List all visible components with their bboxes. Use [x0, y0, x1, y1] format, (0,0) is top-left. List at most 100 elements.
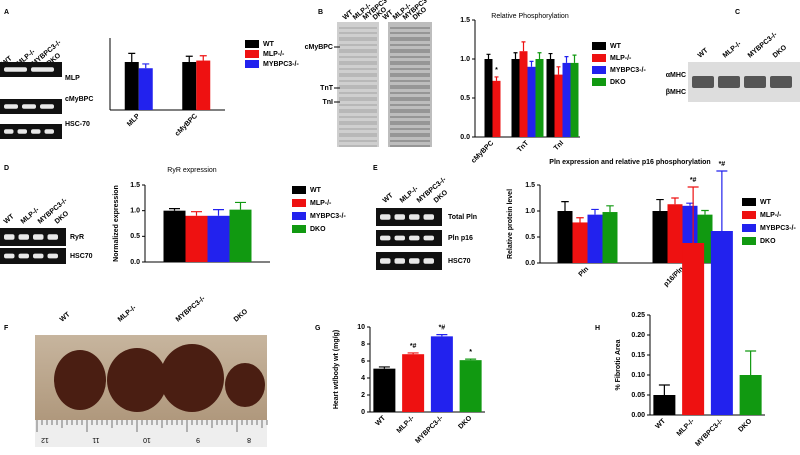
bar: [484, 59, 493, 137]
band-label: HSC70: [448, 258, 471, 265]
band: [18, 253, 29, 259]
bar: [710, 231, 733, 415]
band: [380, 235, 391, 241]
error-bar: [169, 208, 180, 211]
panel-letter: A: [4, 9, 9, 16]
band: [47, 234, 58, 240]
chart-title: Pln expression and relative p16 phosphor…: [549, 159, 710, 166]
error-bar: [548, 52, 553, 59]
bar: [511, 59, 520, 137]
panel-letter: D: [4, 165, 9, 172]
ruler-label: 8: [247, 436, 251, 443]
error-bar: [537, 52, 542, 59]
band: [394, 235, 405, 241]
band: [31, 67, 54, 72]
x-tick-label: MLP-/-: [676, 417, 697, 438]
y-tick-label: 1.0: [460, 56, 470, 63]
legend-label: WT: [310, 187, 322, 194]
legend-swatch: [245, 60, 259, 68]
legend-swatch: [292, 199, 306, 207]
legend-label: WT: [760, 199, 772, 206]
legend-label: MLP-/-: [263, 51, 285, 58]
y-tick-label: 0.5: [130, 233, 140, 240]
band: [394, 258, 405, 264]
legend-swatch: [592, 66, 606, 74]
error-bar: [591, 208, 599, 215]
legend-swatch: [742, 237, 756, 245]
band: [692, 76, 714, 88]
y-tick-label: 4: [361, 375, 365, 382]
band: [4, 104, 18, 109]
error-bar: [128, 52, 136, 62]
band-label: Total Pln: [448, 214, 477, 221]
bar: [572, 222, 588, 263]
bar: [196, 60, 211, 110]
y-tick-label: 1.5: [460, 17, 470, 24]
legend-swatch: [245, 50, 259, 58]
legend-label: WT: [610, 43, 622, 50]
x-tick-label: cMyBPC: [174, 113, 199, 138]
y-tick-label: 6: [361, 358, 365, 365]
x-tick-label: DKO: [737, 417, 753, 433]
legend-label: MLP-/-: [760, 212, 782, 219]
error-bar: [716, 170, 728, 231]
bar: [562, 62, 571, 137]
lane-label: WT: [382, 192, 395, 205]
band-label: HSC-70: [65, 121, 90, 128]
legend-label: DKO: [760, 238, 776, 245]
y-tick-label: 0.20: [631, 332, 645, 339]
band: [33, 253, 44, 259]
error-bar: [687, 186, 699, 243]
panel-letter: B: [318, 9, 323, 16]
heart: [160, 344, 224, 412]
legend-label: MYBPC3-/-: [610, 67, 646, 74]
annotation: *#: [690, 177, 697, 184]
ruler-label: 11: [92, 436, 99, 443]
error-bar: [576, 217, 584, 223]
band: [409, 235, 420, 241]
error-bar: [213, 209, 224, 216]
panel-letter: H: [595, 325, 600, 332]
band: [47, 253, 58, 259]
band: [44, 129, 54, 134]
band: [22, 104, 36, 109]
bar: [739, 375, 762, 415]
legend-label: MYBPC3-/-: [760, 225, 796, 232]
band-label: Pln p16: [448, 235, 473, 242]
error-bar: [494, 76, 499, 81]
bar: [682, 243, 705, 415]
error-bar: [606, 205, 614, 213]
y-tick-label: 2: [361, 392, 365, 399]
band: [17, 129, 27, 134]
y-tick-label: 1.5: [130, 182, 140, 189]
lane-label: DKO: [233, 308, 250, 324]
y-tick-label: 0.5: [525, 234, 535, 241]
error-bar: [572, 54, 577, 63]
error-bar: [199, 55, 207, 61]
band: [380, 258, 391, 264]
bar: [587, 214, 603, 263]
band: [744, 76, 766, 88]
x-tick-label: MYBPC3-/-: [414, 414, 445, 445]
annotation: *#: [439, 325, 446, 332]
y-tick-label: 0: [361, 409, 365, 416]
band: [423, 258, 434, 264]
error-bar: [465, 358, 477, 361]
error-bar: [529, 60, 534, 67]
y-tick-label: 1.0: [525, 208, 535, 215]
bar: [554, 74, 563, 137]
bar: [492, 80, 501, 137]
x-tick-label: MLP: [126, 113, 142, 129]
bar: [570, 62, 579, 137]
band: [409, 214, 420, 220]
panel-letter: F: [4, 325, 9, 332]
y-tick-label: 8: [361, 341, 365, 348]
band: [33, 234, 44, 240]
y-tick-label: 0.0: [460, 134, 470, 141]
y-tick-label: 0.5: [460, 95, 470, 102]
error-bar: [671, 197, 679, 205]
band: [380, 214, 391, 220]
bar: [207, 215, 230, 262]
lane-label: MLP-/-: [722, 40, 743, 60]
